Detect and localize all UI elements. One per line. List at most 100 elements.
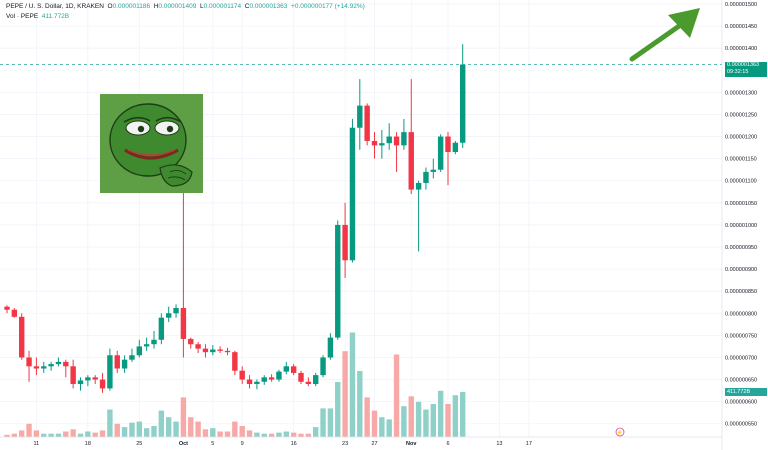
candle-body — [63, 361, 69, 367]
candle-body — [423, 171, 429, 183]
price-tick-label: 0.000001200 — [725, 135, 757, 141]
candle-body — [298, 372, 304, 382]
high-label: H — [153, 3, 159, 10]
volume-bar — [239, 426, 245, 437]
volume-bar — [283, 431, 289, 437]
candle-body — [371, 140, 378, 146]
time-tick-label: 9 — [241, 441, 244, 447]
time-axis[interactable]: 11 18 25 Oct 5 9 16 23 27 Nov 6 13 17 — [0, 436, 722, 447]
time-tick-label: 16 — [291, 441, 297, 447]
up-arrow-icon — [629, 8, 700, 62]
volume-bar — [276, 432, 282, 437]
candle-body — [460, 64, 466, 143]
candle-body — [342, 224, 348, 261]
volume-bar — [408, 396, 414, 437]
candle-body — [349, 127, 356, 261]
volume-bar — [401, 406, 407, 437]
open-label: O — [107, 3, 113, 10]
volume-bar — [437, 390, 444, 437]
current-price-value: 0.000001363 — [727, 61, 760, 68]
pepe-image — [100, 94, 203, 193]
volume-bar — [180, 397, 187, 437]
candle-body — [254, 381, 260, 384]
volume-bar — [224, 431, 231, 437]
close-value: 0.000001363 — [249, 3, 288, 10]
current-volume-tag: 411.772B — [725, 387, 767, 396]
volume-bar — [246, 430, 253, 437]
candle-body — [261, 377, 267, 382]
volume-bar — [33, 430, 40, 437]
candle-body — [437, 136, 444, 170]
volume-bar — [357, 371, 363, 437]
candle-body — [143, 344, 150, 347]
time-tick-label: 11 — [34, 441, 40, 447]
change-value: +0.000000177 (+14.92%) — [291, 3, 365, 10]
volume-bar — [166, 417, 172, 437]
candle-body — [320, 357, 326, 376]
volume-bar — [121, 427, 128, 437]
candle-body — [85, 377, 91, 381]
candle-body — [452, 142, 459, 153]
price-tick-label: 0.000000650 — [725, 378, 757, 384]
volume-value: 411.772B — [41, 13, 70, 20]
volume-bar — [210, 428, 216, 437]
time-tick-label: Nov — [406, 441, 417, 447]
volume-bar — [92, 432, 98, 437]
candle-body — [415, 182, 422, 190]
candle-body — [41, 366, 47, 369]
candle-body — [55, 361, 62, 365]
countdown-value: 09:32:15 — [727, 68, 749, 75]
price-axis[interactable]: 0.000001500 0.000001450 0.000001400 0.00000… — [721, 0, 757, 450]
candle-body — [195, 344, 201, 349]
volume-bar — [305, 433, 312, 437]
price-tick-label: 0.000000550 — [725, 422, 757, 428]
volume-bar — [460, 391, 466, 437]
time-tick-label: 6 — [446, 441, 449, 447]
price-tick-label: 0.000000600 — [725, 400, 757, 406]
current-price-tag: 0.000001363 09:32:15 — [725, 61, 767, 77]
volume-bar — [11, 433, 18, 437]
volume-bar — [19, 430, 25, 437]
volume-bar — [261, 433, 267, 437]
candle-body — [166, 313, 172, 318]
volume-header: Vol · PEPE 411.772B — [6, 13, 69, 20]
volume-bar — [136, 421, 142, 437]
candle-body — [357, 105, 363, 128]
volume-bar — [188, 417, 194, 437]
candle-body — [335, 224, 341, 338]
candle-body — [268, 377, 275, 380]
candle-body — [246, 379, 253, 384]
candle-body — [305, 381, 312, 384]
candle-body — [92, 377, 98, 380]
candle-body — [232, 352, 238, 371]
candles — [4, 44, 466, 393]
volume-bar — [371, 410, 378, 437]
volume-bar — [327, 408, 334, 437]
volume-bar — [445, 404, 451, 437]
close-label: C — [244, 3, 250, 10]
price-tick-label: 0.000000700 — [725, 355, 757, 361]
candle-body — [48, 364, 54, 367]
candle-body — [11, 309, 18, 317]
high-value: 0.000001409 — [158, 3, 197, 10]
candle-body — [283, 366, 289, 372]
volume-bar — [77, 433, 84, 437]
price-tick-label: 0.000001150 — [725, 157, 757, 163]
candle-body — [313, 375, 319, 384]
candle-body — [379, 143, 385, 146]
volume-bar — [4, 434, 10, 437]
candle-body — [77, 380, 84, 384]
candle-body — [136, 346, 142, 356]
price-tick-label: 0.000001100 — [725, 179, 757, 185]
symbol-label: PEPE / U. S. Dollar, 1D, KRAKEN — [6, 3, 104, 10]
volume-bar — [99, 430, 106, 437]
volume-bar — [114, 423, 120, 437]
candle-body — [239, 370, 245, 380]
time-tick-label: Oct — [179, 441, 188, 447]
volume-bar — [386, 419, 392, 437]
volume-bar — [313, 427, 319, 437]
candle-body — [327, 337, 334, 358]
candle-body — [121, 359, 128, 369]
alert-icon[interactable]: ⚡ — [615, 427, 625, 437]
